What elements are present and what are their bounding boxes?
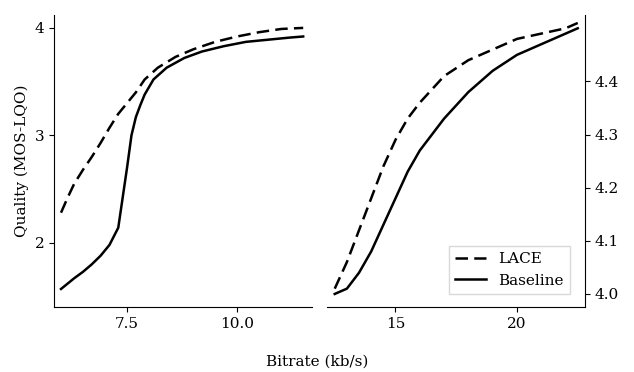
LACE — [404, 116, 411, 121]
Line: LACE: LACE — [335, 23, 578, 289]
Baseline — [416, 148, 424, 153]
LACE — [70, 182, 78, 186]
Baseline — [380, 223, 387, 227]
Baseline — [331, 292, 339, 296]
Baseline — [64, 281, 72, 286]
Baseline — [355, 270, 363, 275]
LACE — [562, 26, 569, 31]
LACE — [64, 195, 72, 200]
Baseline — [181, 56, 188, 60]
Baseline — [299, 34, 307, 39]
Legend: LACE, Baseline: LACE, Baseline — [449, 246, 570, 294]
Baseline — [392, 196, 399, 201]
LACE — [331, 286, 339, 291]
Baseline — [513, 52, 521, 57]
Baseline — [141, 92, 148, 97]
LACE — [172, 55, 179, 59]
Line: Baseline: Baseline — [335, 28, 578, 294]
Baseline — [489, 68, 496, 73]
Baseline — [264, 38, 272, 42]
Baseline — [440, 116, 448, 121]
LACE — [123, 101, 131, 105]
Baseline — [562, 31, 569, 36]
Baseline — [242, 40, 250, 44]
LACE — [380, 164, 387, 169]
Baseline — [79, 270, 87, 274]
Y-axis label: Quality (MOS-LQO): Quality (MOS-LQO) — [15, 85, 29, 237]
Baseline — [88, 262, 96, 266]
Baseline — [367, 249, 375, 254]
LACE — [574, 21, 581, 25]
LACE — [256, 30, 263, 35]
Baseline — [198, 49, 205, 54]
Baseline — [97, 253, 105, 258]
Baseline — [115, 225, 122, 230]
LACE — [154, 65, 162, 70]
LACE — [233, 34, 241, 39]
LACE — [440, 74, 448, 78]
LACE — [299, 26, 307, 30]
LACE — [489, 47, 496, 52]
Line: LACE: LACE — [61, 28, 303, 213]
LACE — [97, 141, 105, 145]
Text: Bitrate (kb/s): Bitrate (kb/s) — [266, 354, 368, 368]
LACE — [79, 167, 87, 172]
LACE — [88, 155, 96, 159]
LACE — [141, 77, 148, 82]
Baseline — [538, 42, 545, 46]
LACE — [465, 58, 472, 62]
Baseline — [123, 165, 131, 170]
Baseline — [286, 35, 294, 40]
LACE — [538, 31, 545, 36]
Baseline — [404, 170, 411, 174]
Baseline — [70, 276, 78, 280]
Baseline — [106, 243, 113, 247]
LACE — [211, 40, 219, 44]
Baseline — [220, 44, 228, 48]
Baseline — [465, 90, 472, 94]
Baseline — [57, 287, 65, 291]
LACE — [416, 100, 424, 105]
LACE — [343, 260, 351, 264]
LACE — [115, 112, 122, 116]
LACE — [392, 138, 399, 142]
LACE — [367, 196, 375, 201]
Baseline — [343, 286, 351, 291]
Baseline — [163, 65, 171, 70]
LACE — [132, 90, 139, 94]
LACE — [190, 47, 197, 52]
LACE — [277, 27, 285, 31]
LACE — [513, 37, 521, 41]
Baseline — [150, 77, 157, 82]
LACE — [106, 126, 113, 130]
Baseline — [574, 26, 581, 31]
LACE — [57, 211, 65, 215]
Line: Baseline: Baseline — [61, 36, 303, 289]
Baseline — [136, 103, 144, 108]
Baseline — [132, 115, 139, 119]
Baseline — [127, 133, 135, 138]
LACE — [355, 228, 363, 232]
